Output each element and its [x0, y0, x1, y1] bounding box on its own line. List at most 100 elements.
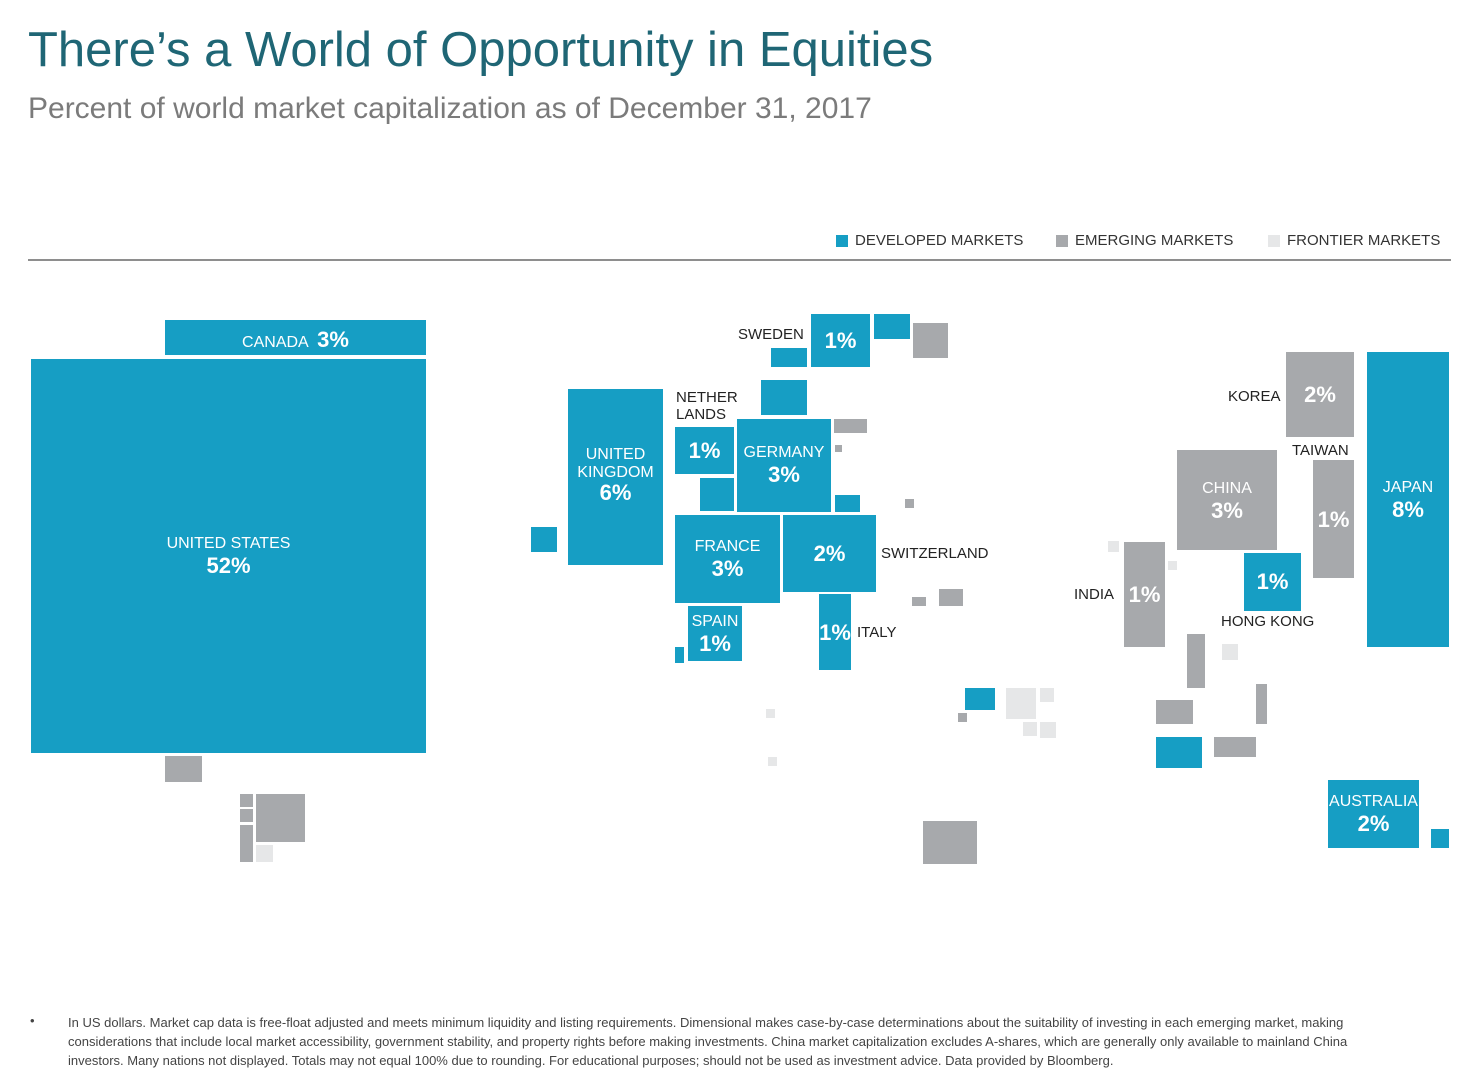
tile-fr-gulf-1 — [1006, 688, 1036, 719]
page-title: There’s a World of Opportunity in Equiti… — [28, 23, 934, 77]
tile-em-turkey — [939, 589, 963, 606]
uk-label: UNITED KINGDOM 6% — [568, 446, 663, 505]
legend-emerging: EMERGING MARKETS — [1056, 232, 1233, 249]
tile-dev-finland — [874, 314, 910, 339]
canada-name: CANADA — [242, 334, 309, 351]
italy-name: ITALY — [857, 624, 897, 641]
tile-em-small-2 — [240, 809, 253, 822]
italy-label: 1% — [819, 620, 851, 645]
tile-netherlands: 1% — [675, 427, 734, 474]
tile-dev-israel — [965, 688, 995, 710]
switzerland-value: 2% — [813, 541, 846, 566]
germany-value: 3% — [768, 462, 800, 488]
taiwan-label: 1% — [1313, 507, 1354, 532]
tile-em-greece — [912, 597, 926, 606]
tile-china: CHINA 3% — [1177, 450, 1277, 550]
footnote: In US dollars. Market cap data is free-f… — [68, 1015, 1348, 1068]
legend-frontier: FRONTIER MARKETS — [1268, 232, 1440, 249]
tile-em-tiny-2 — [905, 499, 914, 508]
spain-value: 1% — [699, 631, 731, 657]
korea-value: 2% — [1304, 382, 1336, 407]
tile-dev-ireland — [531, 527, 557, 552]
australia-label: AUSTRALIA 2% — [1328, 793, 1419, 837]
tile-spain: SPAIN 1% — [688, 606, 742, 661]
netherlands-label: 1% — [675, 438, 734, 463]
japan-name: JAPAN — [1382, 479, 1434, 496]
header-divider — [28, 259, 1451, 261]
tile-fr-gulf-4 — [1040, 722, 1056, 738]
spain-name: SPAIN — [691, 613, 739, 630]
tile-em-mexico — [165, 756, 202, 782]
spain-label: SPAIN 1% — [688, 613, 742, 657]
france-name: FRANCE — [694, 538, 761, 555]
germany-label: GERMANY 3% — [737, 444, 831, 488]
uk-name-line1: UNITED — [585, 446, 646, 463]
tile-dev-norway — [771, 348, 807, 367]
uk-value: 6% — [599, 480, 632, 506]
china-value: 3% — [1211, 498, 1243, 524]
tile-fr-gulf-2 — [1040, 688, 1054, 702]
tile-em-small-1 — [240, 794, 253, 807]
australia-value: 2% — [1357, 811, 1390, 837]
legend-emerging-swatch — [1056, 234, 1068, 247]
tile-em-russia — [913, 323, 948, 358]
australia-name: AUSTRALIA — [1329, 793, 1418, 810]
tile-fr-pakistan — [1108, 541, 1119, 552]
us-name: UNITED STATES — [166, 535, 291, 552]
tile-united-kingdom: UNITED KINGDOM 6% — [568, 389, 663, 565]
tile-fr-gulf-3 — [1023, 722, 1037, 736]
japan-label: JAPAN 8% — [1367, 479, 1449, 523]
india-name: INDIA — [1074, 586, 1115, 603]
tile-fr-bangladesh — [1168, 561, 1177, 570]
france-label: FRANCE 3% — [675, 538, 780, 582]
tile-dev-belgium — [700, 478, 734, 511]
legend-developed: DEVELOPED MARKETS — [836, 232, 1023, 249]
tile-australia: AUSTRALIA 2% — [1328, 780, 1419, 848]
page-subtitle: Percent of world market capitalization a… — [28, 92, 872, 125]
india-value: 1% — [1128, 582, 1161, 607]
footnote-bullet: • — [30, 1013, 35, 1028]
tile-japan: JAPAN 8% — [1367, 352, 1449, 647]
tile-canada: CANADA 3% — [165, 320, 426, 355]
tile-united-states: UNITED STATES 52% — [31, 359, 426, 753]
tile-dev-singapore — [1156, 737, 1202, 768]
tile-hong-kong: 1% — [1244, 553, 1301, 611]
netherlands-name-line1: NETHER — [676, 389, 738, 406]
hongkong-name: HONG KONG — [1221, 613, 1315, 630]
sweden-name: SWEDEN — [738, 326, 804, 343]
tile-italy: 1% — [819, 594, 851, 670]
tile-dev-portugal — [675, 647, 684, 663]
netherlands-name-line2: LANDS — [676, 405, 727, 423]
india-label: 1% — [1124, 582, 1165, 607]
tile-fr-small-1 — [256, 845, 273, 862]
tile-germany: GERMANY 3% — [737, 419, 831, 512]
tile-india: 1% — [1124, 542, 1165, 647]
netherlands-name: NETHER LANDS — [676, 389, 738, 423]
tile-fr-nigeria — [768, 757, 777, 766]
tile-em-small-3 — [240, 825, 253, 862]
switzerland-name: SWITZERLAND — [881, 545, 989, 562]
tile-dev-austria — [835, 495, 860, 512]
italy-value: 1% — [819, 620, 851, 645]
tile-korea: 2% — [1286, 352, 1354, 437]
canada-value: 3% — [317, 327, 349, 352]
legend-frontier-label: FRONTIER MARKETS — [1287, 232, 1441, 249]
tile-sweden: 1% — [811, 314, 870, 367]
korea-label: 2% — [1286, 382, 1354, 407]
sweden-value: 1% — [824, 328, 857, 353]
taiwan-value: 1% — [1317, 507, 1350, 532]
tile-taiwan: 1% — [1313, 460, 1354, 578]
legend-emerging-label: EMERGING MARKETS — [1075, 232, 1234, 249]
tile-france: FRANCE 3% — [675, 515, 780, 603]
tile-dev-new-zealand — [1431, 829, 1449, 848]
netherlands-value: 1% — [688, 438, 721, 463]
tile-em-tiny-1 — [835, 445, 842, 452]
canada-label: CANADA 3% — [165, 327, 426, 352]
tile-em-indonesia — [1214, 737, 1256, 757]
hongkong-label: 1% — [1244, 569, 1301, 594]
us-value: 52% — [206, 553, 251, 579]
tile-em-south-africa — [923, 821, 977, 864]
switzerland-label: 2% — [783, 541, 876, 566]
tile-em-malaysia — [1156, 700, 1193, 724]
